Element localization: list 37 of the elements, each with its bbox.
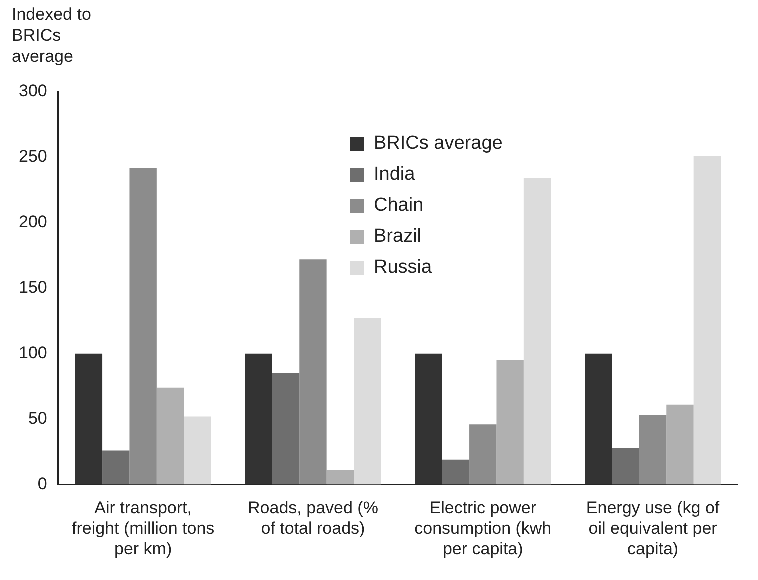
bar xyxy=(245,354,272,485)
bar xyxy=(326,470,354,485)
y-tick-label: 0 xyxy=(38,474,48,494)
y-tick-label: 300 xyxy=(18,82,48,101)
legend-label: Chain xyxy=(373,194,425,218)
legend-label: India xyxy=(373,162,416,186)
x-tick-label: Air transport, freight (million tons per km) xyxy=(72,498,215,558)
x-tick-label: Energy use (kg of oil equivalent per capita) xyxy=(586,498,720,558)
legend-label: Russia xyxy=(373,256,434,280)
bar xyxy=(442,460,470,485)
y-tick-label: 150 xyxy=(18,278,48,298)
bar xyxy=(184,416,212,485)
legend-label: BRICs average xyxy=(373,132,503,156)
y-tick-label: 200 xyxy=(18,212,48,232)
bar xyxy=(156,388,184,485)
x-tick-label: Electric power consumption (kwh per capita) xyxy=(414,498,552,558)
bar xyxy=(130,168,157,485)
bar xyxy=(666,404,694,485)
bar xyxy=(272,374,300,485)
bar xyxy=(496,360,524,485)
bar xyxy=(612,448,640,485)
bar xyxy=(300,260,327,485)
bar xyxy=(415,354,442,485)
legend-label: Brazil xyxy=(373,224,423,248)
bar xyxy=(694,156,722,485)
y-axis-title: Indexed to BRICs average xyxy=(12,4,92,67)
y-tick-label: 100 xyxy=(18,344,48,363)
bar xyxy=(585,354,612,485)
bar xyxy=(354,318,382,485)
bar xyxy=(470,424,497,485)
bar xyxy=(102,450,130,485)
y-tick-label: 250 xyxy=(18,147,48,166)
y-tick-label: 50 xyxy=(28,409,48,428)
bar xyxy=(639,415,667,485)
bar xyxy=(75,354,103,485)
x-tick-label: Roads, paved (% of total roads) xyxy=(248,498,378,538)
bar xyxy=(524,178,552,485)
